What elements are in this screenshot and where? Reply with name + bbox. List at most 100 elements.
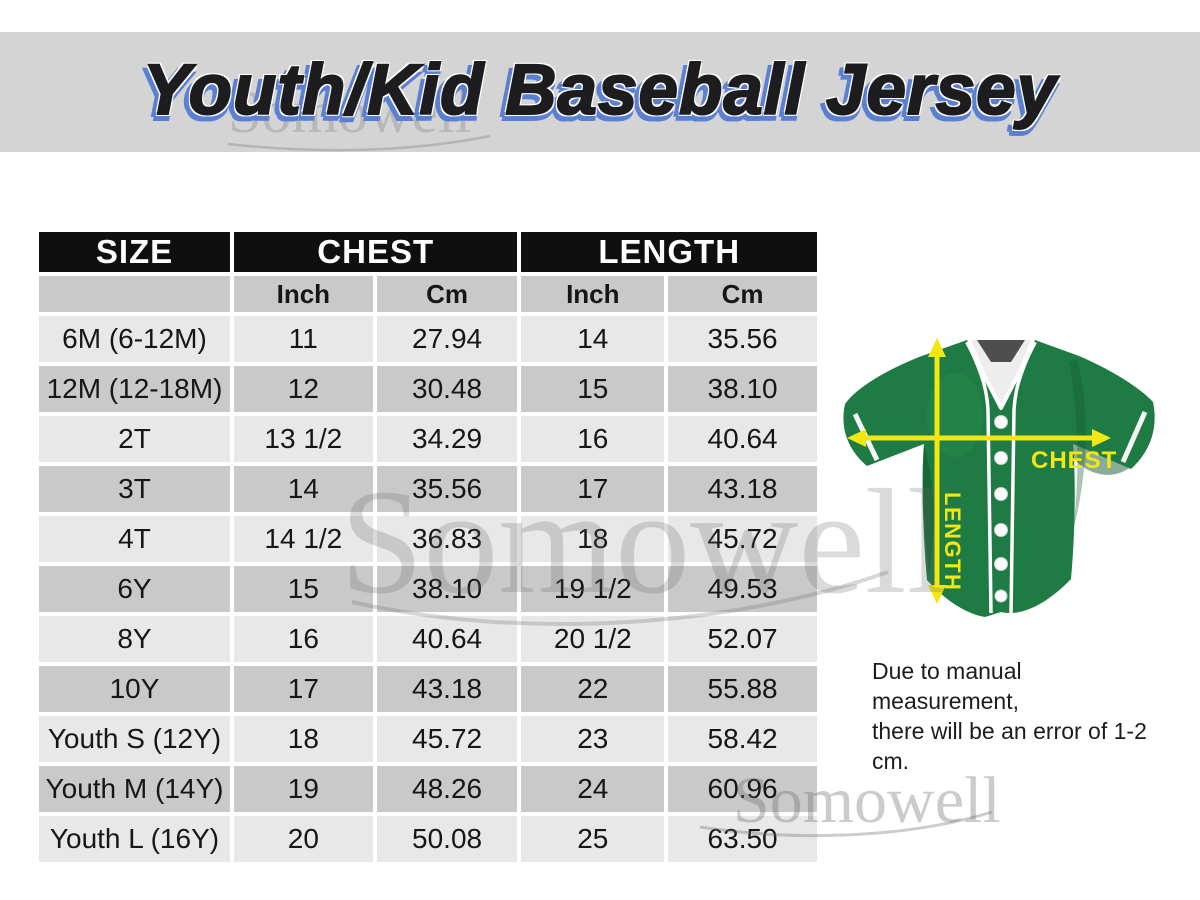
jersey-shadow-right xyxy=(1073,444,1129,475)
length-inch-cell: 17 xyxy=(521,466,665,512)
chest-inch-cell: 16 xyxy=(233,616,373,662)
chest-inch-cell: 19 xyxy=(233,766,373,812)
length-cm-cell: 55.88 xyxy=(668,666,817,712)
chest-arrowhead-left xyxy=(847,429,866,447)
length-inch-cell: 23 xyxy=(521,716,665,762)
length-cm-cell: 35.56 xyxy=(668,316,817,362)
subheader-empty xyxy=(39,276,230,312)
jersey-button xyxy=(994,451,1008,465)
jersey-body xyxy=(843,340,1155,617)
chest-cm-cell: 30.48 xyxy=(376,366,518,412)
length-cm-cell: 38.10 xyxy=(668,366,817,412)
length-cm-cell: 63.50 xyxy=(668,816,817,862)
length-inch-cell: 16 xyxy=(521,416,665,462)
jersey-undershirt xyxy=(971,340,1031,412)
size-cell: 12M (12-18M) xyxy=(39,366,230,412)
size-cell: Youth M (14Y) xyxy=(39,766,230,812)
chest-cm-cell: 36.83 xyxy=(376,516,518,562)
table-row: 3T 14 35.56 17 43.18 xyxy=(39,466,817,512)
size-cell: 3T xyxy=(39,466,230,512)
chest-cm-cell: 50.08 xyxy=(376,816,518,862)
subheader-length-inch: Inch xyxy=(521,276,665,312)
note-line-1: Due to manual measurement, xyxy=(872,658,1022,714)
chest-cm-cell: 43.18 xyxy=(376,666,518,712)
length-cm-cell: 52.07 xyxy=(668,616,817,662)
length-cm-cell: 60.96 xyxy=(668,766,817,812)
table-row: 4T 14 1/2 36.83 18 45.72 xyxy=(39,516,817,562)
length-inch-cell: 25 xyxy=(521,816,665,862)
size-cell: 6Y xyxy=(39,566,230,612)
chest-inch-cell: 12 xyxy=(233,366,373,412)
jersey-shadow-left xyxy=(922,444,934,574)
chest-inch-cell: 13 1/2 xyxy=(233,416,373,462)
chest-cm-cell: 38.10 xyxy=(376,566,518,612)
header-length: LENGTH xyxy=(521,232,817,272)
header-chest: CHEST xyxy=(233,232,518,272)
chest-inch-cell: 20 xyxy=(233,816,373,862)
chest-cm-cell: 45.72 xyxy=(376,716,518,762)
placket-piping-left xyxy=(969,349,993,614)
chest-inch-cell: 17 xyxy=(233,666,373,712)
length-cm-cell: 45.72 xyxy=(668,516,817,562)
jersey-inner-collar xyxy=(977,340,1025,362)
size-cell: 6M (6-12M) xyxy=(39,316,230,362)
length-inch-cell: 24 xyxy=(521,766,665,812)
size-cell: Youth S (12Y) xyxy=(39,716,230,762)
chest-inch-cell: 14 xyxy=(233,466,373,512)
length-cm-cell: 49.53 xyxy=(668,566,817,612)
length-cm-cell: 43.18 xyxy=(668,466,817,512)
chest-cm-cell: 48.26 xyxy=(376,766,518,812)
length-inch-cell: 14 xyxy=(521,316,665,362)
jersey-figure: CHEST LENGTH xyxy=(825,330,1170,665)
right-sleeve-stripe xyxy=(1120,410,1148,464)
page-title: Youth/Kid Baseball Jersey xyxy=(142,50,1058,131)
jersey-button xyxy=(994,523,1008,537)
chest-label: CHEST xyxy=(1031,447,1117,474)
note-line-2: there will be an error of 1-2 cm. xyxy=(872,718,1147,774)
header-size: SIZE xyxy=(39,232,230,272)
measurement-note: Due to manual measurement, there will be… xyxy=(872,656,1172,776)
length-inch-cell: 18 xyxy=(521,516,665,562)
table-row: 2T 13 1/2 34.29 16 40.64 xyxy=(39,416,817,462)
table-row: Youth M (14Y) 19 48.26 24 60.96 xyxy=(39,766,817,812)
subheader-chest-inch: Inch xyxy=(233,276,373,312)
size-cell: 4T xyxy=(39,516,230,562)
length-inch-cell: 20 1/2 xyxy=(521,616,665,662)
placket-piping-right xyxy=(1009,349,1033,614)
chest-inch-cell: 18 xyxy=(233,716,373,762)
table-row: 6Y 15 38.10 19 1/2 49.53 xyxy=(39,566,817,612)
table-row: 12M (12-18M) 12 30.48 15 38.10 xyxy=(39,366,817,412)
chest-cm-cell: 27.94 xyxy=(376,316,518,362)
size-cell: Youth L (16Y) xyxy=(39,816,230,862)
length-inch-cell: 15 xyxy=(521,366,665,412)
size-cell: 10Y xyxy=(39,666,230,712)
title-banner: Somowell Youth/Kid Baseball Jersey xyxy=(0,32,1200,152)
chest-arrowhead-right xyxy=(1092,429,1111,447)
chest-cm-cell: 35.56 xyxy=(376,466,518,512)
length-inch-cell: 22 xyxy=(521,666,665,712)
length-cm-cell: 58.42 xyxy=(668,716,817,762)
table-row: Youth S (12Y) 18 45.72 23 58.42 xyxy=(39,716,817,762)
table-row: 10Y 17 43.18 22 55.88 xyxy=(39,666,817,712)
size-cell: 2T xyxy=(39,416,230,462)
size-cell: 8Y xyxy=(39,616,230,662)
length-cm-cell: 40.64 xyxy=(668,416,817,462)
table-header-row: SIZE CHEST LENGTH xyxy=(39,232,817,272)
subheader-length-cm: Cm xyxy=(668,276,817,312)
length-arrowhead-top xyxy=(928,338,946,357)
table-subheader-row: Inch Cm Inch Cm xyxy=(39,276,817,312)
jersey-illustration: CHEST LENGTH xyxy=(843,338,1155,617)
chest-inch-cell: 15 xyxy=(233,566,373,612)
subheader-chest-cm: Cm xyxy=(376,276,518,312)
jersey-shadow-chest xyxy=(1069,360,1086,530)
length-arrowhead-bottom xyxy=(928,585,946,604)
table-row: 6M (6-12M) 11 27.94 14 35.56 xyxy=(39,316,817,362)
size-table: SIZE CHEST LENGTH Inch Cm Inch Cm 6M (6-… xyxy=(35,228,821,866)
chest-inch-cell: 14 1/2 xyxy=(233,516,373,562)
jersey-button xyxy=(994,557,1008,571)
jersey-button xyxy=(994,415,1008,429)
table-row: Youth L (16Y) 20 50.08 25 63.50 xyxy=(39,816,817,862)
chest-cm-cell: 40.64 xyxy=(376,616,518,662)
length-label: LENGTH xyxy=(940,492,965,591)
jersey-button xyxy=(994,487,1008,501)
